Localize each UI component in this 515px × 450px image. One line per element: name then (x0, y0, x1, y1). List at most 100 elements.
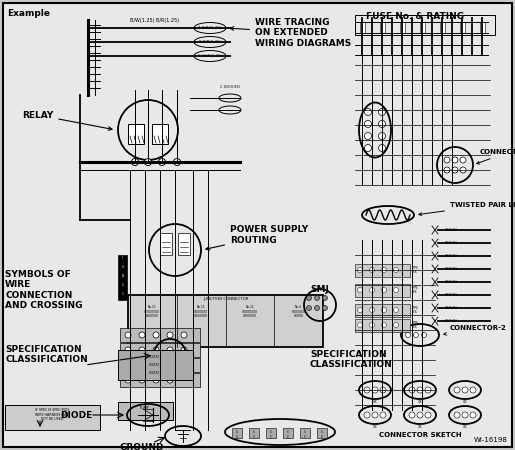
Text: X/X(0.85): X/X(0.85) (445, 280, 458, 284)
Circle shape (409, 387, 415, 393)
Bar (120, 358, 200, 372)
Text: DIODE: DIODE (60, 410, 92, 419)
Text: Example: Example (7, 9, 50, 18)
Text: X/X: X/X (418, 425, 422, 429)
Bar (400, 22, 405, 33)
Circle shape (167, 377, 173, 383)
Text: B/W(1.25) B/R(1.25): B/W(1.25) B/R(1.25) (130, 18, 180, 23)
Circle shape (444, 157, 450, 163)
Text: CONNECTOR-1: CONNECTOR-1 (476, 149, 515, 164)
Circle shape (414, 333, 419, 338)
Text: CONNECTOR-2: CONNECTOR-2 (444, 325, 507, 335)
Circle shape (393, 288, 399, 292)
Circle shape (454, 412, 460, 418)
Text: X/X: X/X (373, 425, 377, 429)
Circle shape (357, 323, 363, 328)
Bar (128, 124, 144, 144)
Text: G: G (122, 265, 124, 269)
Text: CONNECTOR SKETCH: CONNECTOR SKETCH (379, 432, 461, 438)
Circle shape (139, 377, 145, 383)
Circle shape (393, 267, 399, 273)
Circle shape (125, 362, 131, 368)
Circle shape (139, 332, 145, 338)
Circle shape (454, 387, 460, 393)
Text: X
X: X X (321, 430, 323, 439)
Circle shape (365, 121, 371, 127)
Circle shape (425, 412, 431, 418)
Circle shape (153, 347, 159, 353)
Circle shape (153, 362, 159, 368)
Circle shape (421, 333, 426, 338)
Circle shape (181, 347, 187, 353)
Text: XXXXXX: XXXXXX (149, 355, 161, 359)
Text: GROUND: GROUND (120, 443, 164, 450)
Bar (120, 373, 200, 387)
Circle shape (357, 307, 363, 312)
Circle shape (365, 144, 371, 152)
Circle shape (462, 387, 468, 393)
Circle shape (364, 387, 370, 393)
Circle shape (139, 362, 145, 368)
Text: B B/R(1.25): B B/R(1.25) (199, 40, 221, 44)
Circle shape (372, 412, 378, 418)
Text: X/X: X/X (462, 400, 467, 404)
Text: X
X: X X (287, 430, 289, 439)
Text: TYPE
XXX: TYPE XXX (412, 321, 419, 329)
Bar (355, 304, 410, 317)
Bar (440, 22, 445, 33)
Text: X
X: X X (270, 430, 272, 439)
Bar (460, 22, 465, 33)
Text: POWER SUPPLY
ROUTING: POWER SUPPLY ROUTING (206, 225, 308, 250)
Bar (178, 233, 190, 255)
Circle shape (322, 306, 328, 310)
Text: X/X(0.85): X/X(0.85) (445, 306, 458, 310)
Text: SMJ: SMJ (310, 285, 329, 294)
Circle shape (382, 267, 386, 273)
Text: X/X(0.85): X/X(0.85) (445, 254, 458, 258)
Bar (420, 22, 425, 33)
Text: X/X: X/X (462, 425, 467, 429)
Circle shape (364, 412, 370, 418)
Text: RELAY: RELAY (22, 111, 112, 130)
Bar (160, 233, 172, 255)
Text: 1: 1 (122, 292, 124, 296)
Text: SYMBOLS OF
WIRE
CONNECTION
AND CROSSING: SYMBOLS OF WIRE CONNECTION AND CROSSING (5, 270, 82, 310)
Text: No.4
XXXXXXX
XXXXX: No.4 XXXXXXX XXXXX (291, 305, 305, 318)
Text: WIRE TRACING
ON EXTENDED
WIRING DIAGRAMS: WIRE TRACING ON EXTENDED WIRING DIAGRAMS (230, 18, 351, 48)
Circle shape (462, 412, 468, 418)
Circle shape (379, 132, 386, 140)
Circle shape (365, 108, 371, 116)
Circle shape (167, 362, 173, 368)
Bar (249, 428, 259, 438)
Bar (355, 15, 495, 35)
Circle shape (322, 296, 328, 301)
Circle shape (470, 387, 476, 393)
Bar (317, 428, 327, 438)
Circle shape (306, 306, 312, 310)
Circle shape (470, 412, 476, 418)
Circle shape (382, 307, 386, 312)
Circle shape (365, 132, 371, 140)
Text: TYPE
XXX: TYPE XXX (412, 306, 419, 314)
Text: X/X(0.85): X/X(0.85) (445, 228, 458, 232)
Circle shape (131, 158, 139, 166)
Circle shape (425, 387, 431, 393)
Circle shape (369, 288, 374, 292)
Circle shape (125, 377, 131, 383)
Bar (360, 22, 365, 33)
Text: X/X: X/X (418, 400, 422, 404)
Bar (355, 284, 410, 297)
Text: C G/W(1.25): C G/W(1.25) (198, 54, 222, 58)
Text: X/X(0.85): X/X(0.85) (445, 241, 458, 245)
Text: TYPE
XXX: TYPE XXX (412, 286, 419, 294)
Circle shape (405, 333, 410, 338)
Circle shape (181, 332, 187, 338)
Circle shape (460, 157, 466, 163)
Text: X/X(0.85): X/X(0.85) (445, 293, 458, 297)
Text: FUSE No. & RATING: FUSE No. & RATING (366, 12, 464, 21)
Text: X/X: X/X (373, 400, 377, 404)
Circle shape (167, 347, 173, 353)
Circle shape (379, 144, 386, 152)
Circle shape (306, 296, 312, 301)
Text: No.11
XXXXXXX
XXXXXXX: No.11 XXXXXXX XXXXXXX (194, 305, 208, 318)
